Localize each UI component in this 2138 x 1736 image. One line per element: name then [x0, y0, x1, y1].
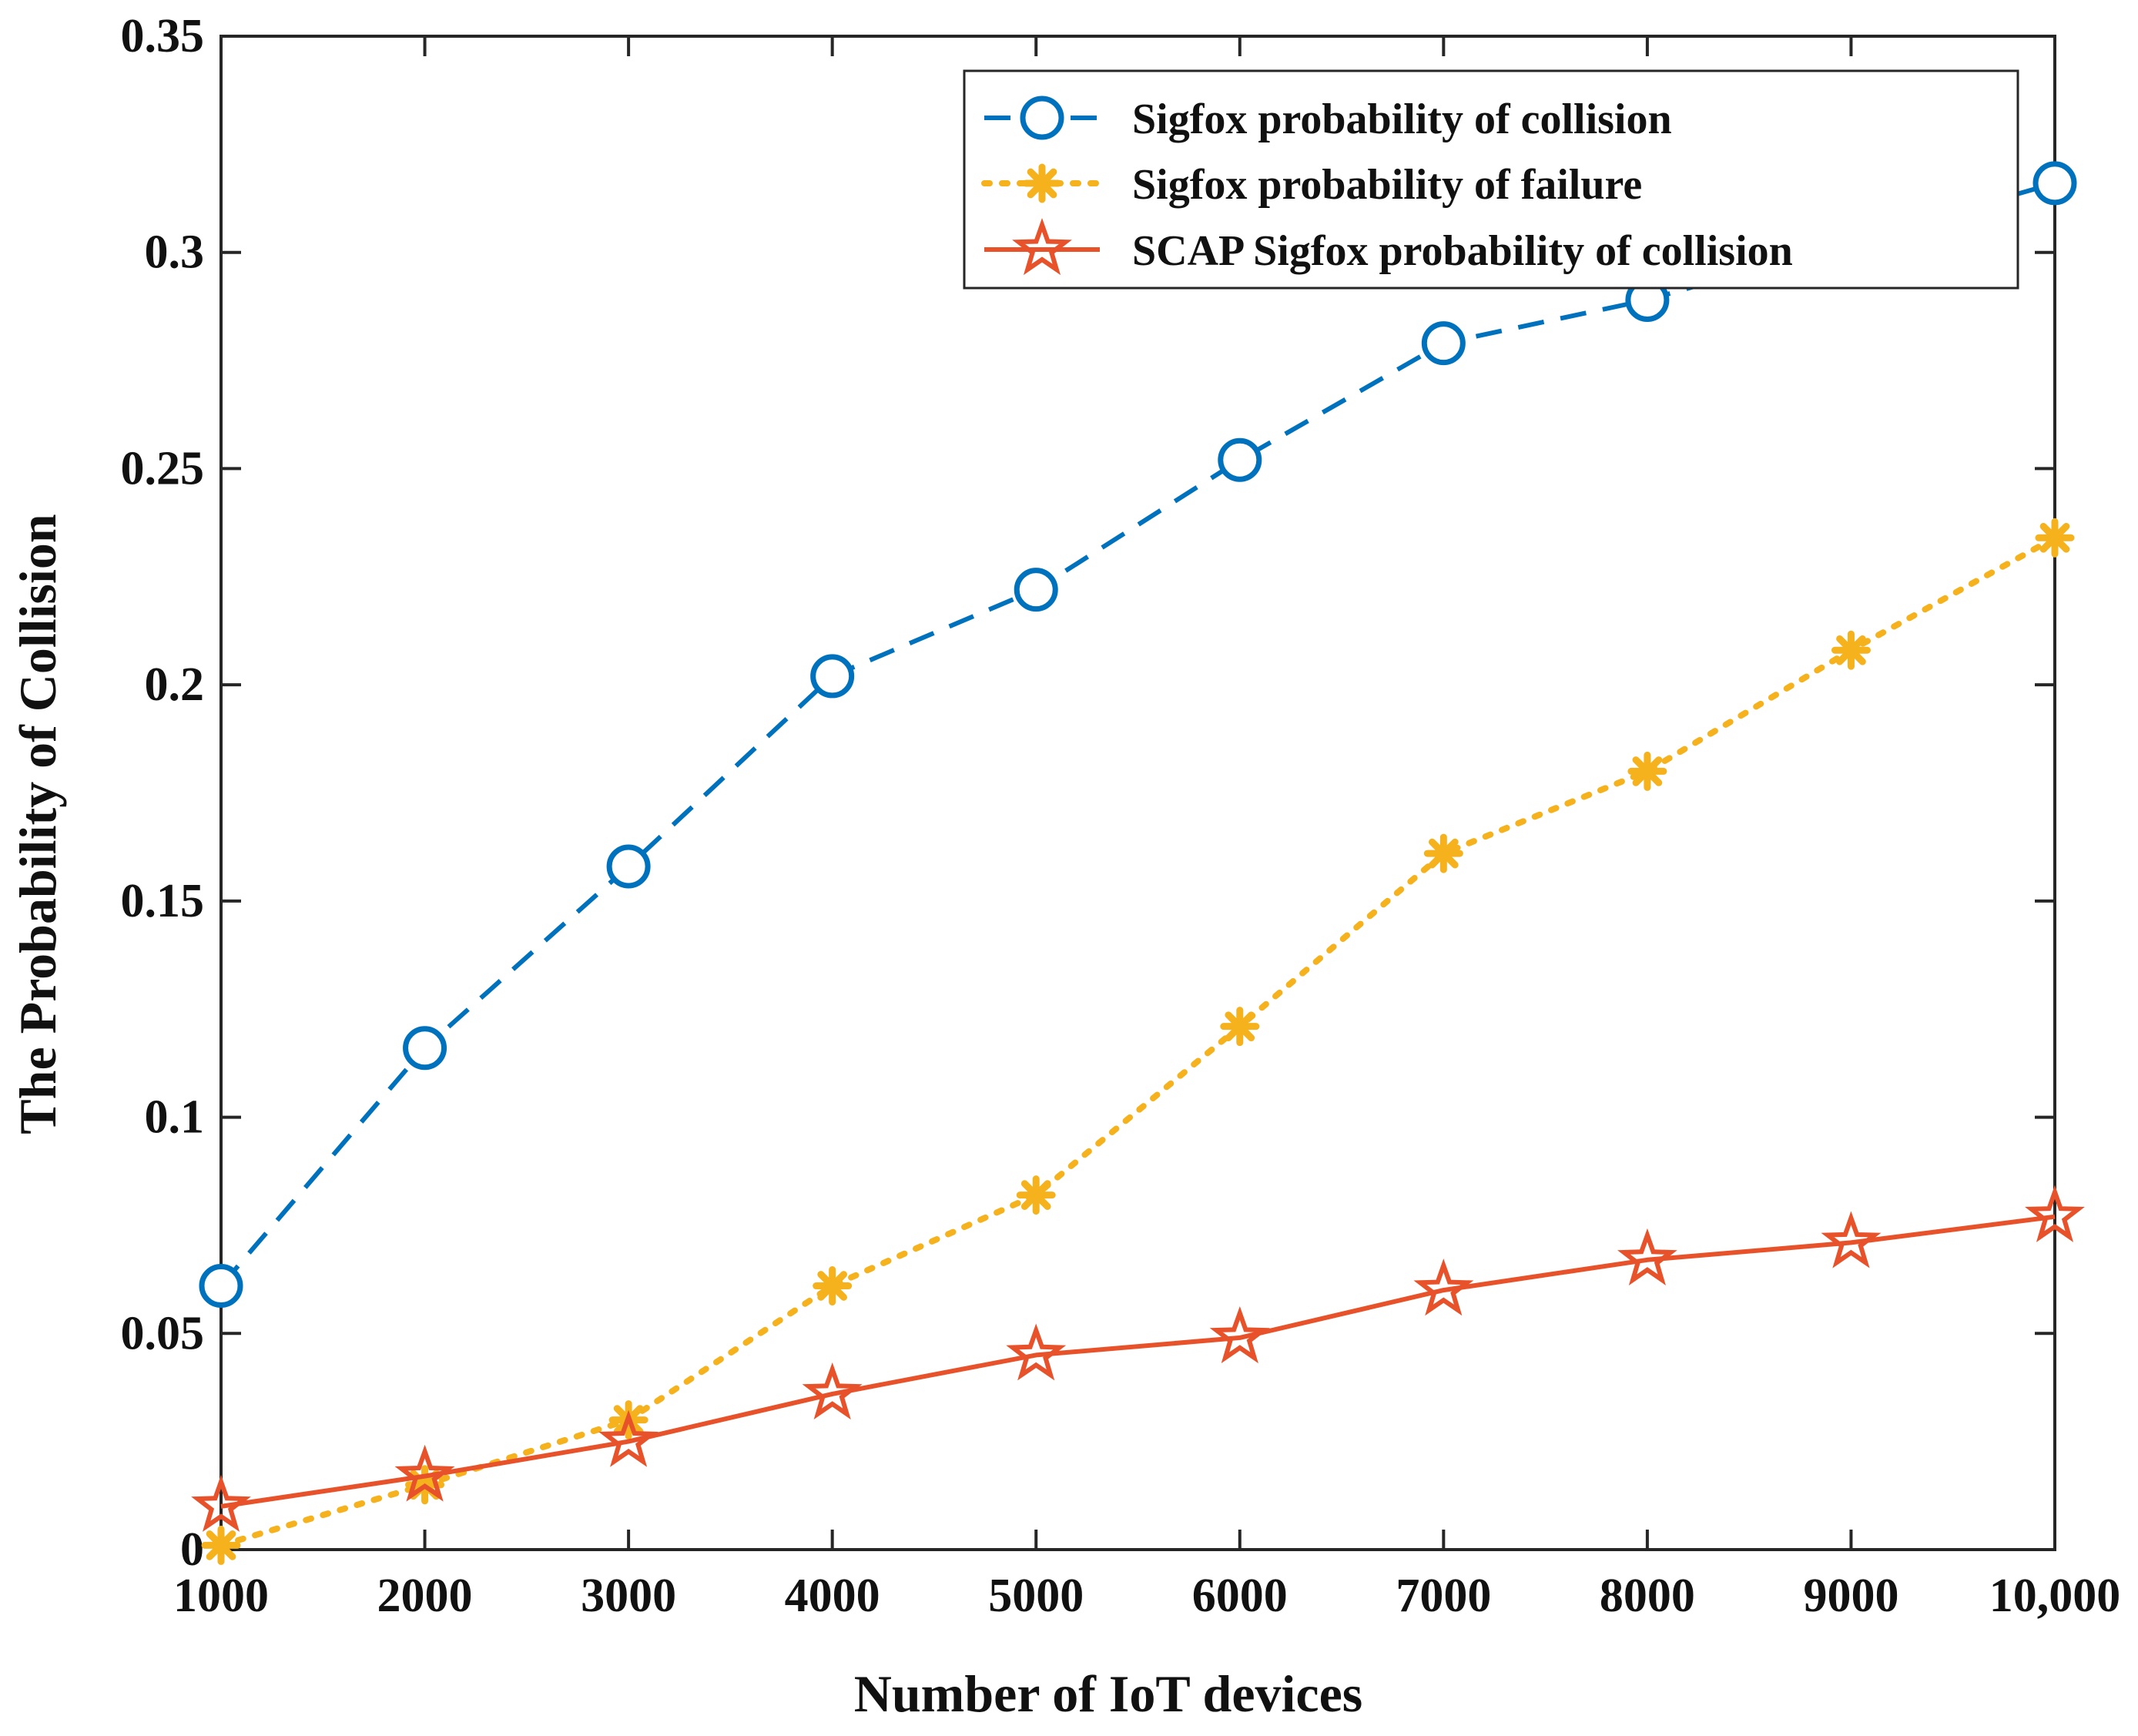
data-point: [394, 1444, 455, 1502]
data-point: [1006, 1323, 1067, 1381]
series-line: [218, 535, 2058, 1549]
x-tick-label: 2000: [377, 1570, 473, 1622]
series-0: [199, 161, 2077, 1309]
x-tick-label: 3000: [581, 1570, 676, 1622]
data-point: [1627, 751, 1667, 791]
y-tick-label: 0.1: [145, 1091, 205, 1144]
x-tick-label: 7000: [1396, 1570, 1491, 1622]
y-tick-label: 0.2: [145, 659, 205, 711]
data-point: [1220, 1007, 1260, 1047]
legend-label: SCAP Sigfox probability of collision: [1132, 227, 1793, 275]
asterisk-stroke: [2039, 522, 2070, 553]
y-tick-label: 0.35: [121, 10, 205, 62]
asterisk-stroke: [1225, 1011, 1255, 1042]
data-point: [191, 1474, 251, 1532]
y-axis: 0 0.05 0.1 0.15 0.2 0.25 0.3 0.35: [121, 10, 2055, 1576]
y-tick-label: 0.25: [121, 442, 205, 494]
data-point: [201, 1525, 241, 1565]
asterisk-stroke: [206, 1530, 236, 1560]
legend-label: Sigfox probability of failure: [1132, 161, 1642, 209]
data-point: [2035, 518, 2075, 558]
asterisk-stroke: [1428, 838, 1459, 869]
asterisk-stroke: [1632, 756, 1663, 786]
data-point: [802, 1362, 863, 1420]
data-point: [810, 654, 855, 699]
asterisk-stroke: [1020, 1180, 1051, 1210]
legend-marker: [1012, 217, 1072, 276]
asterisk-stroke: [1836, 635, 1866, 665]
y-tick-label: 0: [180, 1523, 204, 1576]
legend-label: Sigfox probability of collision: [1132, 96, 1672, 143]
legend-box: [963, 69, 2019, 290]
data-point: [199, 1264, 243, 1309]
x-tick-label: 1000: [173, 1570, 269, 1622]
legend-marker: [1022, 163, 1062, 203]
data-point: [1821, 1211, 1882, 1268]
data-point: [1218, 437, 1262, 482]
x-tick-label: 8000: [1600, 1570, 1695, 1622]
series-1: [201, 518, 2075, 1565]
data-point: [2025, 1185, 2085, 1242]
x-axis-title: Number of IoT devices: [854, 1664, 1362, 1723]
data-point: [1421, 321, 1466, 366]
data-point: [1016, 1175, 1056, 1215]
data-point: [2032, 161, 2077, 206]
data-point: [606, 844, 651, 889]
data-point: [813, 1266, 853, 1306]
data-point: [1014, 568, 1058, 612]
x-tick-label: 9000: [1803, 1570, 1898, 1622]
data-point: [1831, 630, 1871, 670]
data-point: [1413, 1258, 1474, 1316]
data-point: [1209, 1305, 1270, 1364]
series-line: [220, 1214, 2056, 1509]
y-tick-label: 0.15: [121, 875, 205, 927]
x-tick-label: 10,000: [1989, 1570, 2121, 1622]
x-tick-label: 4000: [785, 1570, 880, 1622]
data-point: [1423, 833, 1463, 873]
series-layer: [191, 161, 2085, 1565]
legend-marker: [1020, 96, 1064, 140]
data-point: [598, 1409, 658, 1467]
asterisk-stroke: [1027, 168, 1057, 199]
x-tick-label: 5000: [988, 1570, 1084, 1622]
data-point: [1617, 1228, 1677, 1285]
x-axis: 1000 2000 3000 4000 5000 6000 7000 8000 9000 10,0…: [173, 36, 2120, 1622]
legend: Sigfox probability of collision Sigfox pr…: [963, 69, 2019, 290]
y-tick-label: 0.3: [145, 226, 205, 279]
series-2: [191, 1185, 2085, 1532]
asterisk-stroke: [817, 1271, 848, 1301]
data-point: [403, 1026, 447, 1071]
y-tick-label: 0.05: [121, 1307, 205, 1359]
y-axis-title: The Probability of Collision: [8, 514, 67, 1134]
x-tick-label: 6000: [1192, 1570, 1288, 1622]
